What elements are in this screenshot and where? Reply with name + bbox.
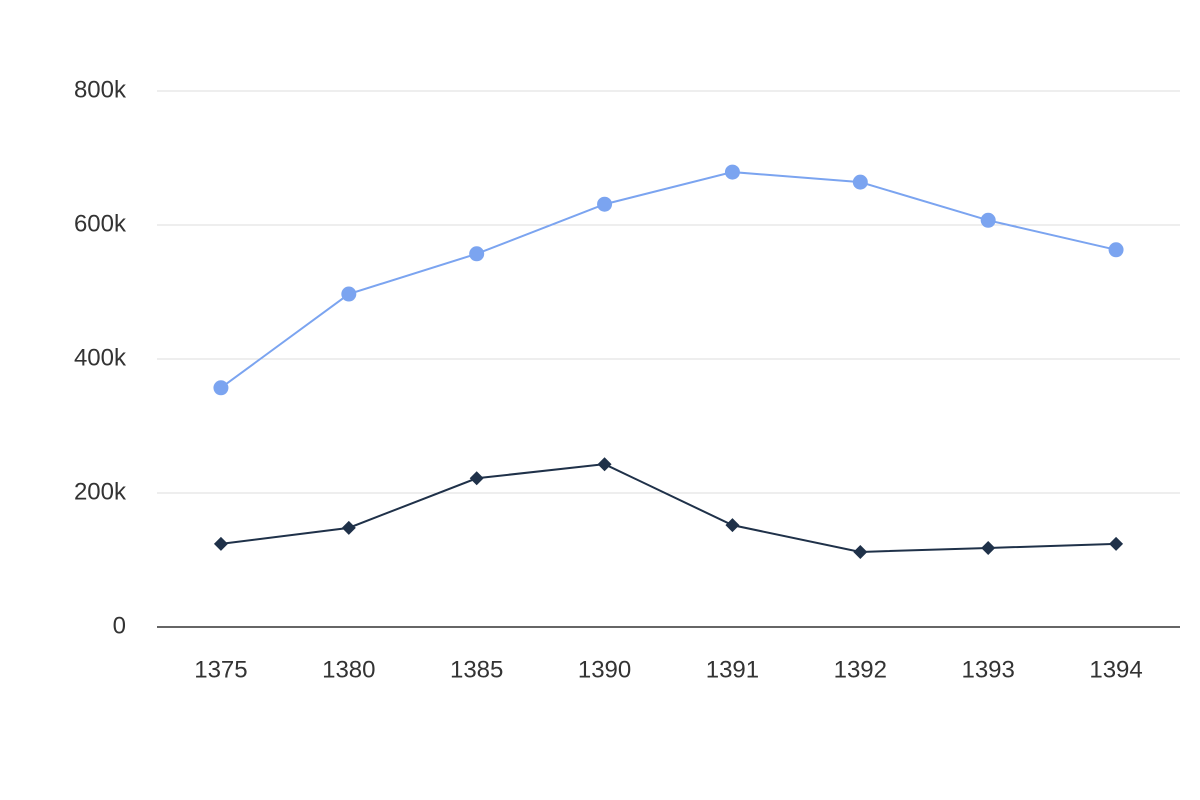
x-tick-label: 1380: [322, 656, 375, 683]
series-line: [220, 171, 1117, 389]
point-marker: [341, 286, 357, 302]
point-marker: [341, 520, 356, 535]
x-tick-label: 1394: [1089, 656, 1142, 683]
y-tick-label: 800k: [74, 76, 127, 103]
point-marker: [597, 457, 612, 472]
point-marker: [724, 164, 740, 180]
point-marker: [981, 540, 996, 555]
x-tick-label: 1390: [578, 656, 631, 683]
y-tick-label: 0: [113, 612, 126, 639]
point-marker: [853, 544, 868, 559]
point-marker: [980, 212, 996, 228]
x-tick-label: 1392: [834, 656, 887, 683]
y-tick-label: 600k: [74, 210, 127, 237]
point-marker: [213, 536, 228, 551]
point-marker: [1109, 536, 1124, 551]
x-tick-label: 1385: [450, 656, 503, 683]
point-marker: [469, 246, 485, 262]
x-tick-label: 1391: [706, 656, 759, 683]
point-marker: [213, 380, 229, 396]
point-marker: [1108, 242, 1124, 258]
point-marker: [852, 174, 868, 190]
y-tick-label: 200k: [74, 478, 127, 505]
series-line: [220, 463, 1117, 553]
y-tick-label: 400k: [74, 344, 127, 371]
x-tick-label: 1375: [194, 656, 247, 683]
x-tick-label: 1393: [961, 656, 1014, 683]
point-marker: [597, 196, 613, 212]
point-marker: [469, 471, 484, 486]
point-marker: [725, 518, 740, 533]
